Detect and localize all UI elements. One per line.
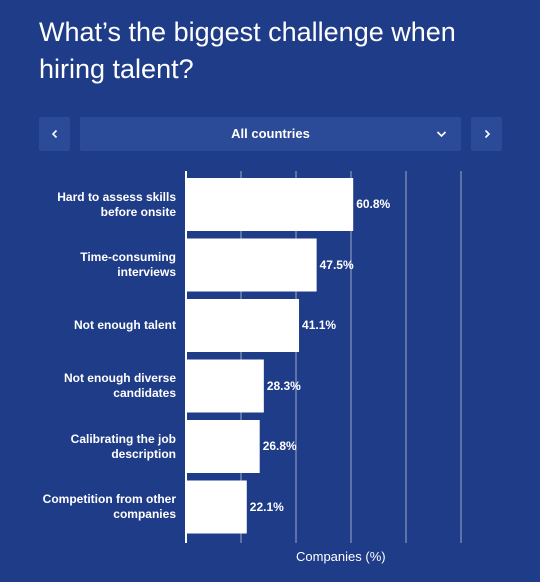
previous-button[interactable] xyxy=(39,117,70,151)
bar xyxy=(186,420,260,473)
country-select-value: All countries xyxy=(231,126,310,141)
value-label: 41.1% xyxy=(302,318,337,332)
bar xyxy=(186,238,317,292)
value-label: 22.1% xyxy=(249,499,284,514)
category-label: Competition from other companies xyxy=(42,492,176,521)
category-label: Calibrating the job description xyxy=(70,431,176,461)
category-label: Not enough talent xyxy=(74,318,176,332)
chevron-right-icon xyxy=(484,129,490,139)
bar xyxy=(186,178,354,231)
category-label: Hard to assess skills before onsite xyxy=(57,189,176,219)
x-axis-label: Companies (%) xyxy=(296,549,386,564)
value-label: 28.3% xyxy=(266,378,301,393)
value-label: 26.8% xyxy=(262,439,297,453)
value-label: 60.8% xyxy=(356,197,391,211)
bar xyxy=(186,359,264,413)
country-select[interactable]: All countries xyxy=(80,117,461,151)
bar xyxy=(186,480,247,534)
next-button[interactable] xyxy=(471,117,502,151)
chevron-left-icon xyxy=(51,129,57,139)
chevron-down-icon xyxy=(436,131,447,138)
value-label: 47.5% xyxy=(319,257,354,272)
chart-title: What’s the biggest challenge when hiring… xyxy=(39,17,456,84)
category-label: Time-consuming interviews xyxy=(80,250,176,279)
category-label: Not enough diverse candidates xyxy=(63,371,176,400)
bar xyxy=(186,299,300,352)
